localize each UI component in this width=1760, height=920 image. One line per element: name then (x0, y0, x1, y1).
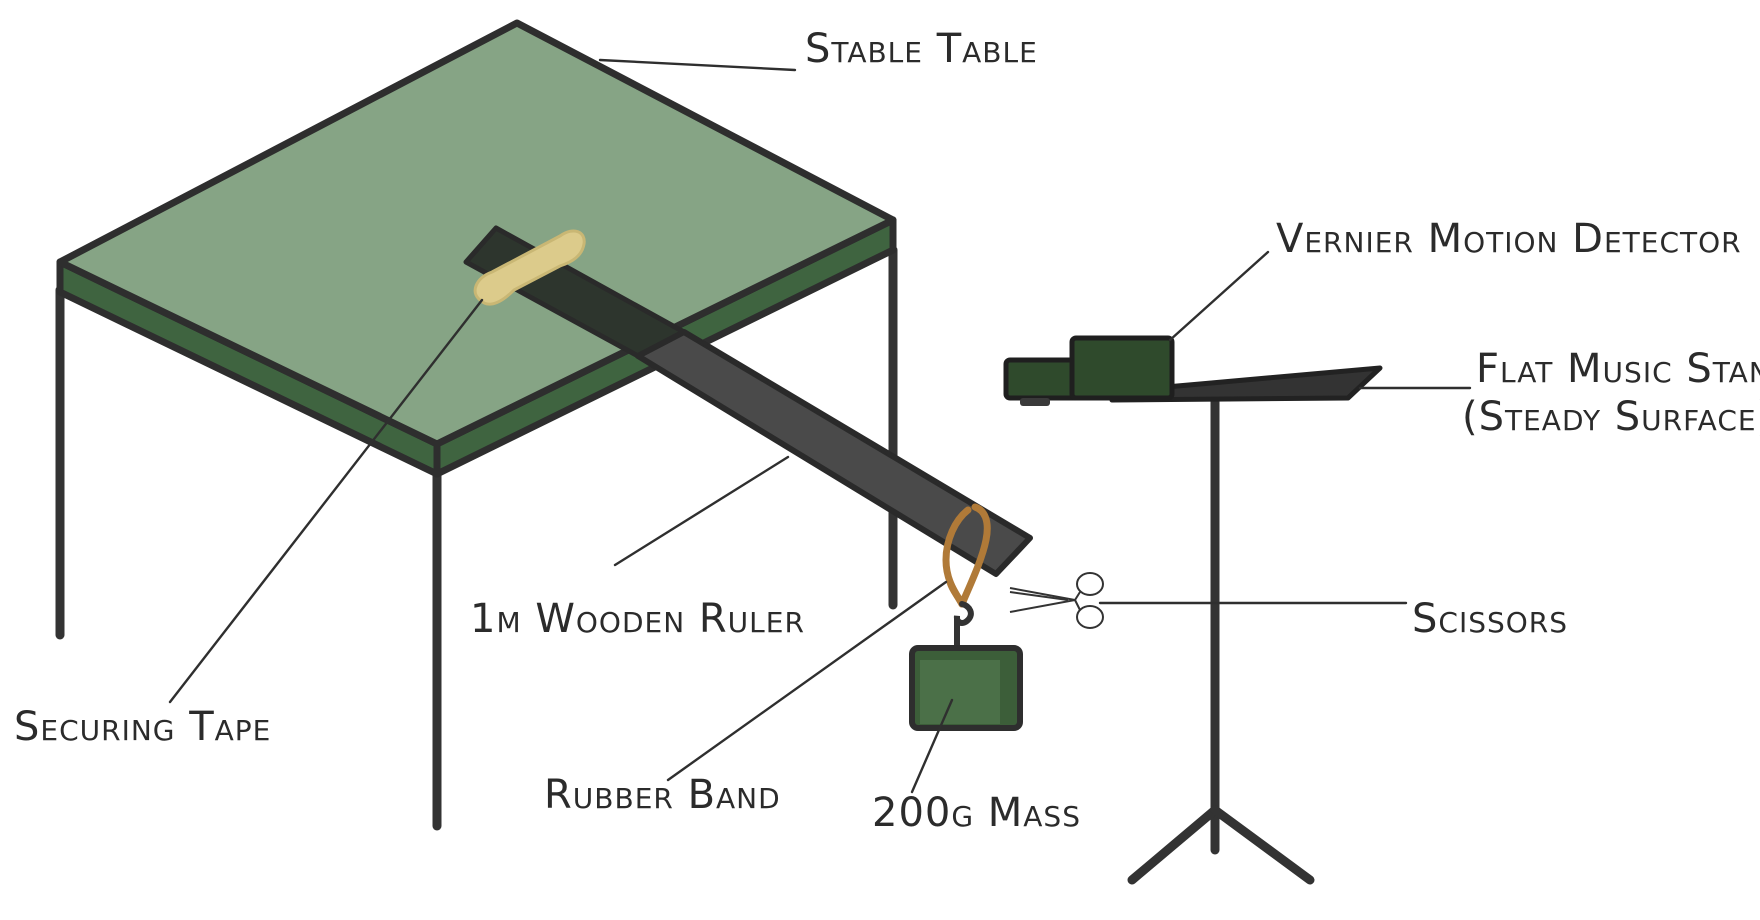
leader-ruler (613, 455, 790, 567)
label-scissors: Scissors (1412, 596, 1568, 642)
leader-motion-detector (1168, 250, 1270, 342)
label-securing-tape: Securing Tape (14, 704, 271, 750)
mass-200g (909, 645, 1023, 731)
motion-detector (1003, 335, 1175, 406)
table-top (56, 19, 897, 448)
label-mass: 200g Mass (872, 790, 1081, 836)
label-rubber-band: Rubber Band (544, 772, 781, 818)
music-stand (1107, 365, 1383, 885)
ruler-overhang (635, 329, 1033, 577)
label-motion-detector: Vernier Motion Detector (1276, 216, 1742, 262)
scissors (1009, 572, 1104, 629)
leader-securing-tape (168, 298, 484, 704)
stand-foot-right (1210, 805, 1315, 885)
securing-tape (473, 229, 586, 306)
label-music-stand-line1: Flat Music Stand (1476, 346, 1760, 392)
mass-hook (953, 601, 974, 653)
label-stable-table: Stable Table (805, 26, 1038, 72)
leader-rubber-band (666, 580, 948, 782)
wooden-ruler (463, 225, 1033, 577)
leader-stable-table (598, 58, 797, 72)
leader-mass (910, 698, 954, 794)
label-ruler: 1m Wooden Ruler (470, 596, 805, 642)
stand-foot-left (1127, 805, 1220, 885)
label-music-stand-line2: (Steady Surface) (1462, 394, 1760, 440)
